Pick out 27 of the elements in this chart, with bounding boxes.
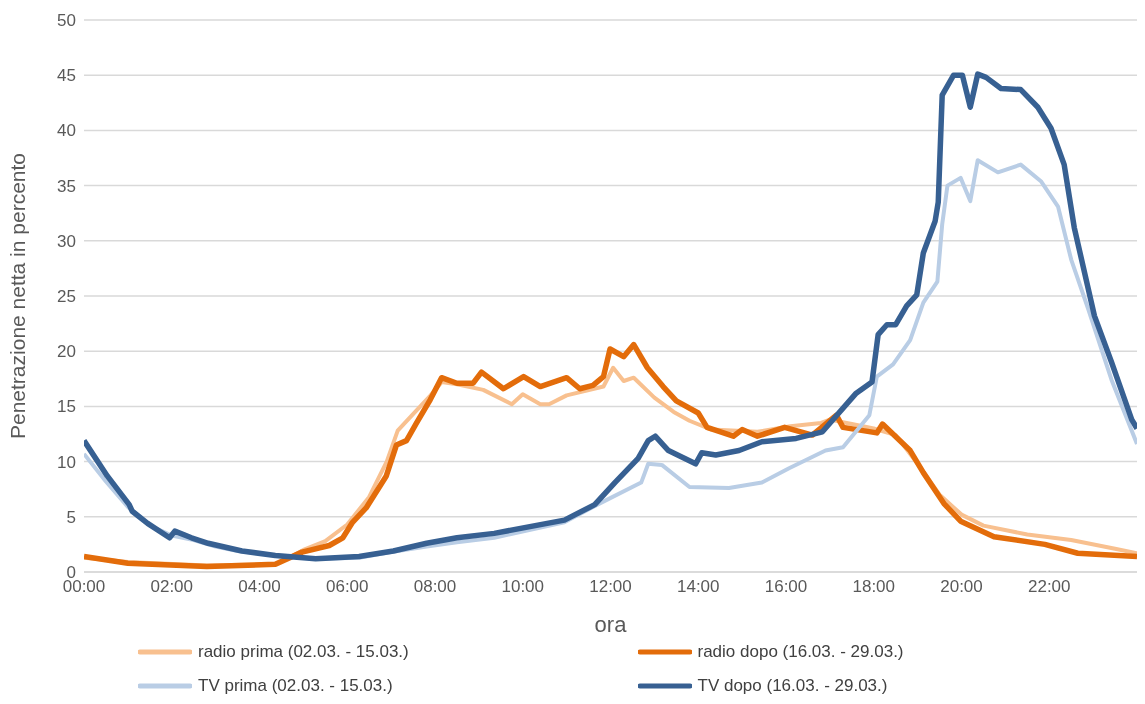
y-tick-label: 50: [57, 11, 76, 31]
y-tick-label: 35: [57, 176, 76, 196]
y-tick-label: 10: [57, 452, 76, 472]
legend-label: radio prima (02.03. - 15.03.): [198, 642, 409, 662]
x-tick-label: 08:00: [413, 577, 457, 597]
x-axis-title: ora: [594, 612, 628, 637]
y-tick-label: 45: [57, 66, 76, 86]
x-tick-label: 02:00: [150, 577, 194, 597]
legend-label: TV prima (02.03. - 15.03.): [198, 676, 393, 696]
x-tick-label: 18:00: [852, 577, 896, 597]
x-tick-label: 12:00: [589, 577, 632, 597]
legend-label: radio dopo (16.03. - 29.03.): [697, 642, 904, 662]
legend-label: TV dopo (16.03. - 29.03.): [697, 676, 888, 696]
y-tick-label: 5: [66, 507, 76, 527]
x-tick-label: 14:00: [676, 577, 720, 597]
y-tick-label: 30: [57, 231, 76, 251]
x-tick-label: 06:00: [325, 577, 369, 597]
y-tick-label: 40: [57, 121, 76, 141]
y-tick-label: 25: [57, 287, 76, 307]
x-tick-label: 20:00: [940, 577, 983, 597]
x-tick-label: 04:00: [238, 577, 281, 597]
x-tick-label: 16:00: [764, 577, 808, 597]
y-tick-label: 15: [57, 397, 76, 417]
y-tick-label: 20: [57, 342, 76, 362]
x-tick-label: 22:00: [1027, 577, 1071, 597]
y-axis-title: Penetrazione netta in percento: [6, 152, 30, 440]
x-tick-label: 10:00: [501, 577, 545, 597]
